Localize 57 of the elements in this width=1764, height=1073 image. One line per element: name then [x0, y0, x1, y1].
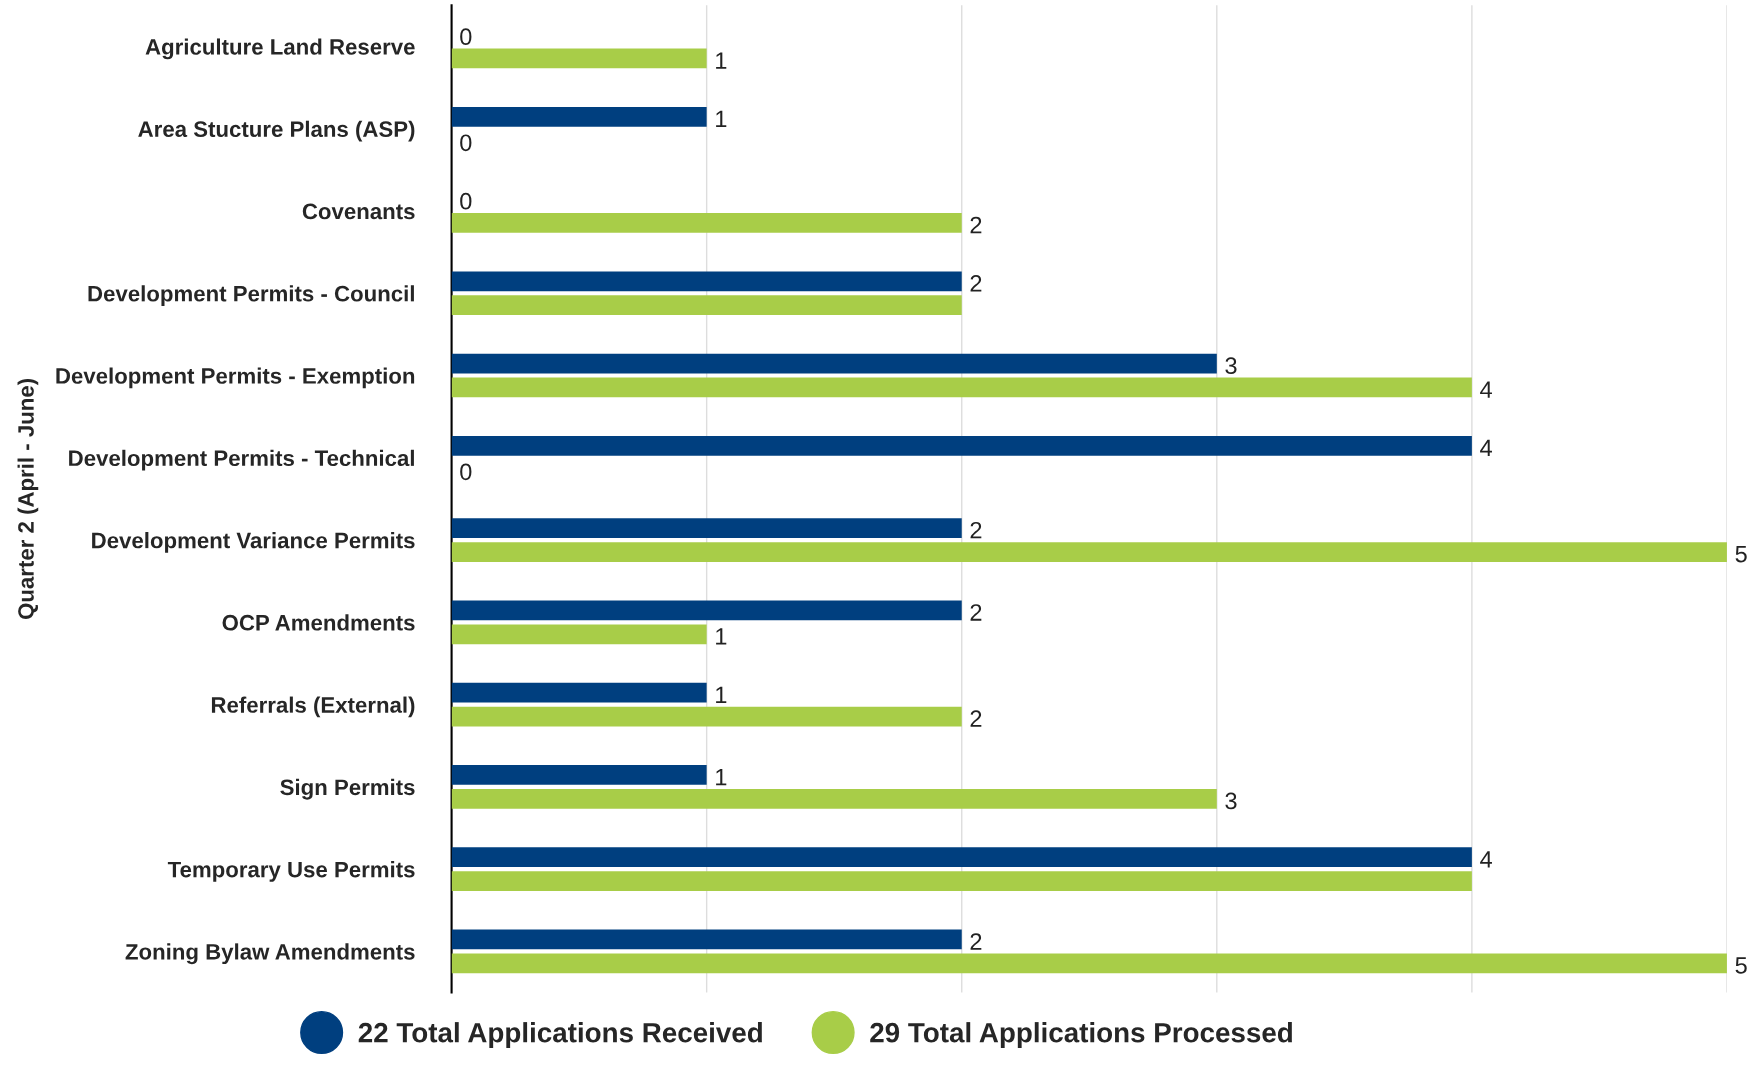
legend-label: 29 Total Applications Processed	[870, 1022, 1292, 1048]
bar	[451, 295, 962, 316]
data-label: 5	[1735, 957, 1747, 974]
y-tick-label: Development Variance Permits	[92, 532, 415, 553]
data-label: 1	[716, 52, 727, 69]
y-tick-label: Referrals (External)	[211, 696, 415, 718]
data-label: 1	[716, 628, 727, 645]
bar	[451, 847, 1472, 868]
bar	[451, 871, 1472, 891]
data-label: 3	[1225, 357, 1237, 375]
data-label: 4	[1480, 439, 1492, 457]
y-tick-label: Covenants	[302, 203, 415, 220]
bar	[451, 765, 707, 785]
data-label: 2	[970, 275, 982, 292]
y-tick-label: Development Permits - Exemption	[56, 367, 415, 389]
y-tick-label: Zoning Bylaw Amendments	[125, 943, 415, 965]
data-label: 0	[460, 28, 472, 46]
bar	[451, 953, 1727, 974]
data-label: 0	[460, 192, 472, 210]
data-label: 4	[1480, 851, 1492, 868]
data-label: 1	[716, 768, 727, 786]
y-tick-label: Development Permits - Technical	[69, 449, 414, 471]
y-tick-label: Temporary Use Permits	[167, 861, 415, 882]
data-label: 1	[716, 110, 727, 128]
bar	[451, 271, 962, 292]
bar	[451, 353, 1217, 374]
data-label: 0	[460, 134, 472, 152]
data-label: 1	[716, 686, 727, 703]
bar	[451, 213, 962, 233]
bar	[451, 682, 707, 703]
data-label: 4	[1480, 381, 1492, 398]
bar	[451, 600, 962, 621]
legend-label: 22 Total Applications Received	[358, 1022, 762, 1048]
data-label: 5	[1735, 545, 1747, 563]
y-axis-title: Quarter 2 (April - June)	[17, 379, 39, 620]
bar	[451, 518, 962, 539]
y-tick-label: Area Stucture Plans (ASP)	[138, 120, 415, 142]
bar	[451, 436, 1472, 456]
y-tick-label: OCP Amendments	[222, 614, 415, 631]
data-label: 3	[1225, 792, 1237, 810]
data-label: 2	[970, 604, 982, 621]
bar	[451, 788, 1217, 809]
data-label: 2	[970, 216, 982, 234]
bar	[451, 706, 962, 727]
y-tick-label: Agriculture Land Reserve	[145, 38, 415, 60]
bar	[451, 542, 1727, 562]
bar	[451, 624, 707, 645]
bar	[451, 48, 707, 69]
data-label: 0	[460, 463, 472, 481]
data-label: 2	[970, 933, 982, 950]
y-tick-label: Sign Permits	[280, 778, 415, 800]
bar	[451, 377, 1472, 398]
data-label: 2	[970, 710, 982, 727]
bar	[451, 929, 962, 950]
bar	[451, 106, 707, 127]
data-label: 2	[970, 521, 982, 539]
y-tick-label: Development Permits - Council	[88, 285, 414, 306]
